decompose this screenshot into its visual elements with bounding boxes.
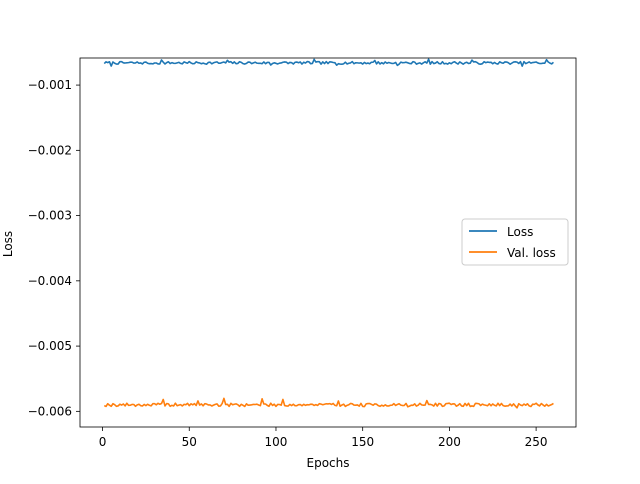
x-tick-label: 50 (182, 435, 197, 449)
x-tick-label: 100 (265, 435, 288, 449)
series-layer (103, 58, 554, 409)
x-tick-label: 0 (99, 435, 107, 449)
y-tick-label: −0.003 (28, 209, 72, 223)
y-tick-label: −0.006 (28, 404, 72, 418)
x-axis-label: Epochs (307, 456, 350, 470)
series-line-loss (103, 58, 554, 67)
x-tick-label: 250 (525, 435, 548, 449)
x-tick-label: 200 (438, 435, 461, 449)
y-tick-label: −0.002 (28, 143, 72, 157)
legend-label-loss: Loss (507, 225, 533, 239)
y-axis-label: Loss (1, 231, 15, 257)
legend: Loss Val. loss (461, 218, 569, 266)
y-tick-label: −0.005 (28, 339, 72, 353)
y-tick-label: −0.004 (28, 274, 72, 288)
x-tick-label: 150 (351, 435, 374, 449)
axes-frame (79, 57, 577, 428)
y-tick-label: −0.001 (28, 78, 72, 92)
x-axis: 0 50 100 150 200 250 (99, 427, 548, 449)
y-axis: −0.001 −0.002 −0.003 −0.004 −0.005 −0.006 (28, 78, 80, 418)
legend-label-val-loss: Val. loss (507, 246, 556, 260)
series-line-val-loss (103, 397, 554, 409)
